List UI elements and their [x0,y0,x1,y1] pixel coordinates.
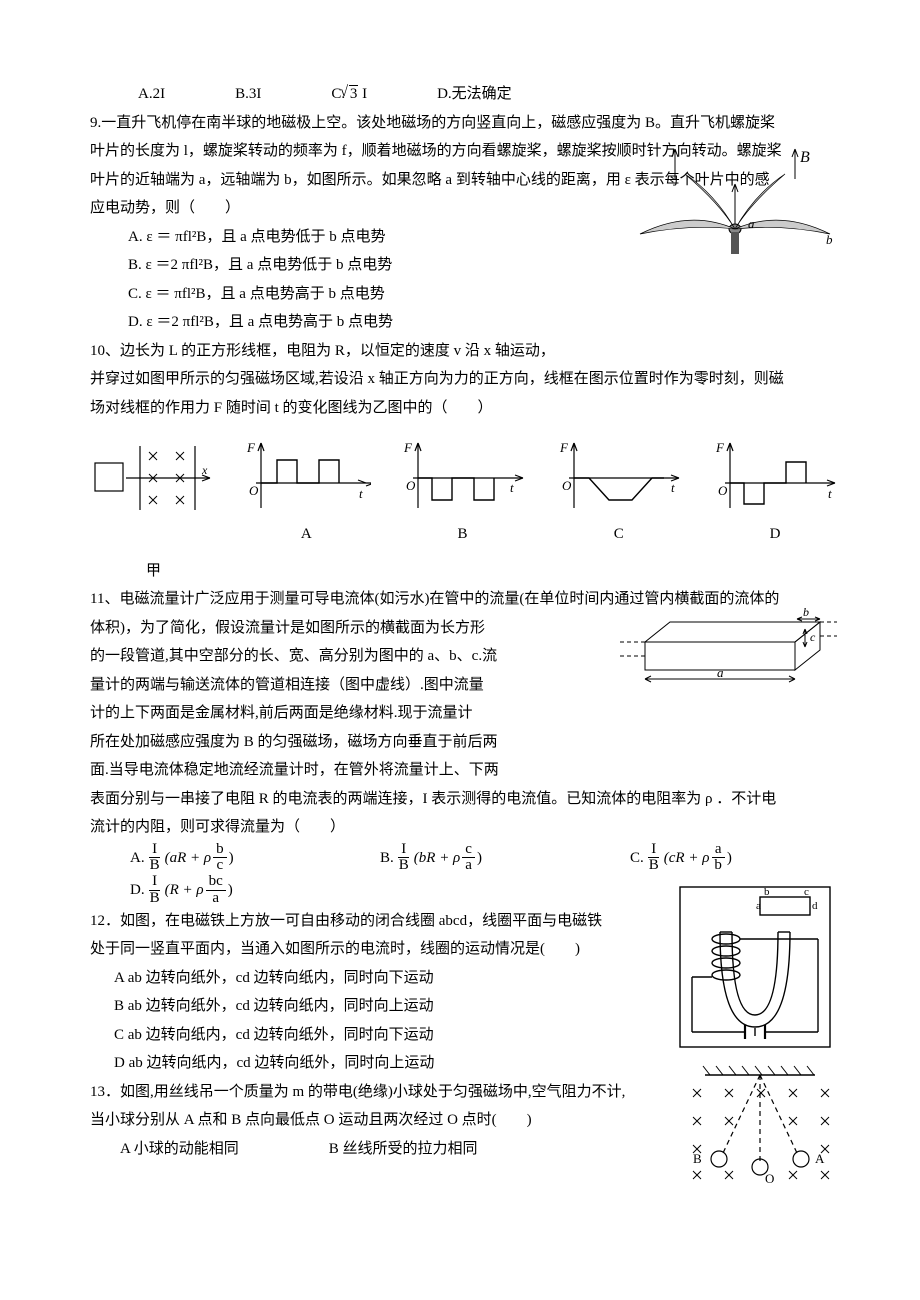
q8c-radicand: 3 [349,85,359,102]
svg-text:x: x [201,463,208,477]
propeller-figure: B a b [630,144,840,274]
svg-text:O: O [765,1171,774,1186]
svg-text:a: a [717,665,724,680]
q8-option-c: C. 3 √ I [331,80,367,109]
q10-label-c: C [554,520,684,549]
q9-stem-line: 9.一直升飞机停在南半球的地磁极上空。该处地磁场的方向竖直向上，磁感应强度为 B… [90,109,840,138]
q10-stem-line: 场对线框的作用力 F 随时间 t 的变化图线为乙图中的（ ） [90,394,840,423]
svg-text:O: O [406,478,416,493]
svg-text:A: A [815,1151,825,1166]
label-B: B [800,149,810,166]
svg-text:O: O [562,478,572,493]
q11-stem-line: 所在处加磁感应强度为 B 的匀强磁场，磁场方向垂直于前后两 [90,728,840,757]
svg-text:F: F [715,440,725,455]
q10-figures-row: x F O t A [90,438,840,549]
svg-text:c: c [804,886,809,898]
q10-stem-line: 并穿过如图甲所示的匀强磁场区域,若设沿 x 轴正方向为力的正方向，线框在图示位置… [90,365,840,394]
svg-text:t: t [828,486,832,501]
electromagnet-figure: a b c d [670,877,840,1057]
q10-fig-jia: x [90,438,215,528]
q10-fig-d: F O t D [710,438,840,549]
q11-option-c: C. IB (cR + ρ ab ) [630,842,830,875]
svg-text:b: b [764,886,770,898]
svg-text:F: F [403,440,413,455]
svg-text:F: F [559,440,569,455]
svg-text:a: a [756,900,761,912]
q9-option-c: C. ε ＝ πfl²B，且 a 点电势高于 b 点电势 [90,280,840,309]
svg-text:b: b [803,607,809,619]
q10-caption-jia: 甲 [90,557,840,586]
q11-option-b: B. IB (bR + ρ ca ) [380,842,580,875]
surd-icon: √ [340,78,348,107]
q10-stem-line: 10、边长为 L 的正方形线框，电阻为 R，以恒定的速度 v 沿 x 轴运动， [90,337,840,366]
svg-text:F: F [246,440,256,455]
svg-text:t: t [510,480,514,495]
svg-text:d: d [812,900,818,912]
q13-block: 13．如图,用丝线吊一个质量为 m 的带电(绝缘)小球处于匀强磁场中,空气阻力不… [90,1078,840,1178]
q10-label-b: B [398,520,528,549]
q8c-suffix: I [362,86,367,102]
q11-option-d: D. IB (R + ρ bca ) [130,874,330,907]
q10-label-d: D [710,520,840,549]
svg-text:t: t [671,480,675,495]
flowmeter-figure: a b c [615,607,840,687]
q8-option-d: D.无法确定 [437,80,512,109]
q10-fig-c: F O t C [554,438,684,549]
q10-label-a: A [241,520,371,549]
q10-fig-b: F O t B [398,438,528,549]
label-a: a [748,216,755,231]
svg-text:B: B [693,1151,702,1166]
q13-option-b: B 丝线所受的拉力相同 [329,1135,478,1164]
q11-stem-line: 流计的内阻，则可求得流量为（ ） [90,813,840,842]
q8-options-row: A.2I B.3I C. 3 √ I D.无法确定 [90,80,840,109]
svg-text:t: t [359,486,363,501]
q11-stem-line: 计的上下两面是金属材料,前后两面是绝缘材料.现于流量计 [90,699,840,728]
pendulum-figure: B A O [675,1063,840,1188]
label-b: b [826,232,833,247]
q10-block: 10、边长为 L 的正方形线框，电阻为 R，以恒定的速度 v 沿 x 轴运动， … [90,337,840,586]
q9-option-d: D. ε ＝2 πfl²B，且 a 点电势高于 b 点电势 [90,308,840,337]
q11-block: 11、电磁流量计广泛应用于测量可导电流体(如污水)在管中的流量(在单位时间内通过… [90,585,840,907]
page: A.2I B.3I C. 3 √ I D.无法确定 9.一直升飞机停在南半球的地… [0,0,920,1300]
q8-option-b: B.3I [235,80,261,109]
q9-block: 9.一直升飞机停在南半球的地磁极上空。该处地磁场的方向竖直向上，磁感应强度为 B… [90,109,840,337]
svg-text:O: O [718,483,728,498]
svg-text:O: O [249,483,259,498]
q11-option-a: A. IB (aR + ρ bc ) [130,842,330,875]
q11-stem-line: 表面分别与一串接了电阻 R 的电流表的两端连接，I 表示测得的电流值。已知流体的… [90,785,840,814]
svg-text:c: c [810,630,816,644]
q8-option-a: A.2I [138,80,165,109]
q10-fig-a: F O t A [241,438,371,549]
q13-option-a: A 小球的动能相同 [120,1135,239,1164]
q12-block: 12．如图，在电磁铁上方放一可自由移动的闭合线圈 abcd，线圈平面与电磁铁 处… [90,907,840,1078]
q11-stem-line: 面.当导电流体稳定地流经流量计时，在管外将流量计上、下两 [90,756,840,785]
